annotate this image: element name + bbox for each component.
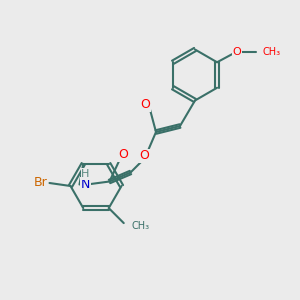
Text: O: O	[141, 98, 150, 112]
Text: H: H	[81, 169, 90, 179]
Text: N: N	[81, 178, 90, 191]
Text: CH₃: CH₃	[131, 221, 149, 231]
Text: Br: Br	[34, 176, 47, 190]
Text: O: O	[139, 149, 149, 163]
Text: O: O	[232, 47, 241, 57]
Text: CH₃: CH₃	[262, 47, 280, 57]
Text: O: O	[118, 148, 128, 161]
